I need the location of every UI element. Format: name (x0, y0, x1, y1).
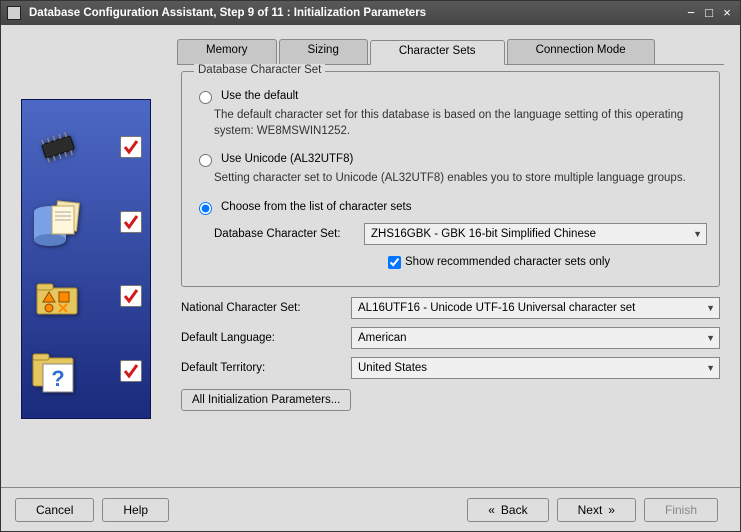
titlebar: Database Configuration Assistant, Step 9… (1, 1, 740, 25)
tab-panel: Database Character Set Use the default T… (177, 65, 724, 483)
footer: Cancel Help « Back Next » Finish (1, 487, 740, 531)
back-button[interactable]: « Back (467, 498, 548, 522)
content-area: ? Memory Sizing Character Sets Connectio… (1, 25, 740, 487)
all-init-params-button[interactable]: All Initialization Parameters... (181, 389, 351, 411)
close-icon[interactable]: × (720, 6, 734, 20)
wizard-image: ? (21, 99, 151, 419)
db-charset-select[interactable]: ZHS16GBK - GBK 16-bit Simplified Chinese… (364, 223, 707, 245)
wizard-step-1 (30, 119, 142, 175)
db-charset-field: Database Character Set: ZHS16GBK - GBK 1… (194, 223, 707, 245)
radio-use-default-input[interactable] (199, 91, 212, 104)
show-recommended-row: Show recommended character sets only (384, 253, 707, 272)
show-recommended-label: Show recommended character sets only (405, 256, 610, 268)
tabs: Memory Sizing Character Sets Connection … (177, 39, 724, 65)
radio-choose-list-label: Choose from the list of character sets (221, 201, 411, 213)
svg-text:?: ? (51, 366, 64, 391)
radio-use-unicode[interactable]: Use Unicode (AL32UTF8) (194, 151, 707, 167)
use-unicode-description: Setting character set to Unicode (AL32UT… (214, 171, 707, 187)
default-territory-label: Default Territory: (181, 362, 351, 374)
default-territory-value: United States (358, 362, 427, 374)
chevron-down-icon: ▼ (693, 229, 702, 239)
main-panel: Memory Sizing Character Sets Connection … (177, 39, 724, 483)
radio-use-unicode-label: Use Unicode (AL32UTF8) (221, 153, 353, 165)
minimize-icon[interactable]: − (684, 6, 698, 20)
wizard-step-3 (30, 268, 142, 324)
window-title: Database Configuration Assistant, Step 9… (29, 7, 680, 19)
next-label: Next (578, 503, 603, 517)
radio-choose-list[interactable]: Choose from the list of character sets (194, 199, 707, 215)
wizard-check-1 (120, 136, 142, 158)
back-arrow-icon: « (488, 503, 495, 517)
radio-use-default-label: Use the default (221, 90, 298, 102)
wizard-sidebar: ? (21, 99, 151, 483)
national-charset-label: National Character Set: (181, 302, 351, 314)
db-charset-label: Database Character Set: (214, 228, 364, 240)
wizard-step-2 (30, 194, 142, 250)
show-recommended-checkbox[interactable] (388, 256, 401, 269)
tab-sizing[interactable]: Sizing (279, 39, 368, 64)
chevron-down-icon: ▼ (706, 333, 715, 343)
next-button[interactable]: Next » (557, 498, 636, 522)
wizard-step-4: ? (30, 343, 142, 399)
default-language-select[interactable]: American ▼ (351, 327, 720, 349)
national-charset-field: National Character Set: AL16UTF16 - Unic… (181, 297, 720, 319)
use-default-description: The default character set for this datab… (214, 108, 707, 139)
window: Database Configuration Assistant, Step 9… (0, 0, 741, 532)
default-language-value: American (358, 332, 407, 344)
help-button[interactable]: Help (102, 498, 169, 522)
db-charset-value: ZHS16GBK - GBK 16-bit Simplified Chinese (371, 228, 596, 240)
back-label: Back (501, 503, 528, 517)
chevron-down-icon: ▼ (706, 363, 715, 373)
national-charset-value: AL16UTF16 - Unicode UTF-16 Universal cha… (358, 302, 635, 314)
default-territory-field: Default Territory: United States ▼ (181, 357, 720, 379)
tab-connection-mode[interactable]: Connection Mode (507, 39, 655, 64)
chip-icon (30, 119, 86, 175)
radio-choose-list-input[interactable] (199, 202, 212, 215)
shapes-folder-icon (30, 268, 86, 324)
default-territory-select[interactable]: United States ▼ (351, 357, 720, 379)
national-charset-select[interactable]: AL16UTF16 - Unicode UTF-16 Universal cha… (351, 297, 720, 319)
next-arrow-icon: » (608, 503, 615, 517)
maximize-icon[interactable]: □ (702, 6, 716, 20)
default-language-field: Default Language: American ▼ (181, 327, 720, 349)
finish-button[interactable]: Finish (644, 498, 718, 522)
group-title: Database Character Set (194, 64, 325, 76)
radio-use-unicode-input[interactable] (199, 154, 212, 167)
default-language-label: Default Language: (181, 332, 351, 344)
wizard-check-4 (120, 360, 142, 382)
tab-memory[interactable]: Memory (177, 39, 277, 64)
wizard-check-3 (120, 285, 142, 307)
tab-character-sets[interactable]: Character Sets (370, 40, 505, 65)
wizard-check-2 (120, 211, 142, 233)
database-character-set-group: Database Character Set Use the default T… (181, 71, 720, 287)
radio-use-default[interactable]: Use the default (194, 88, 707, 104)
window-icon (7, 6, 21, 20)
help-folder-icon: ? (30, 343, 86, 399)
chevron-down-icon: ▼ (706, 303, 715, 313)
cancel-button[interactable]: Cancel (15, 498, 94, 522)
files-db-icon (30, 194, 86, 250)
